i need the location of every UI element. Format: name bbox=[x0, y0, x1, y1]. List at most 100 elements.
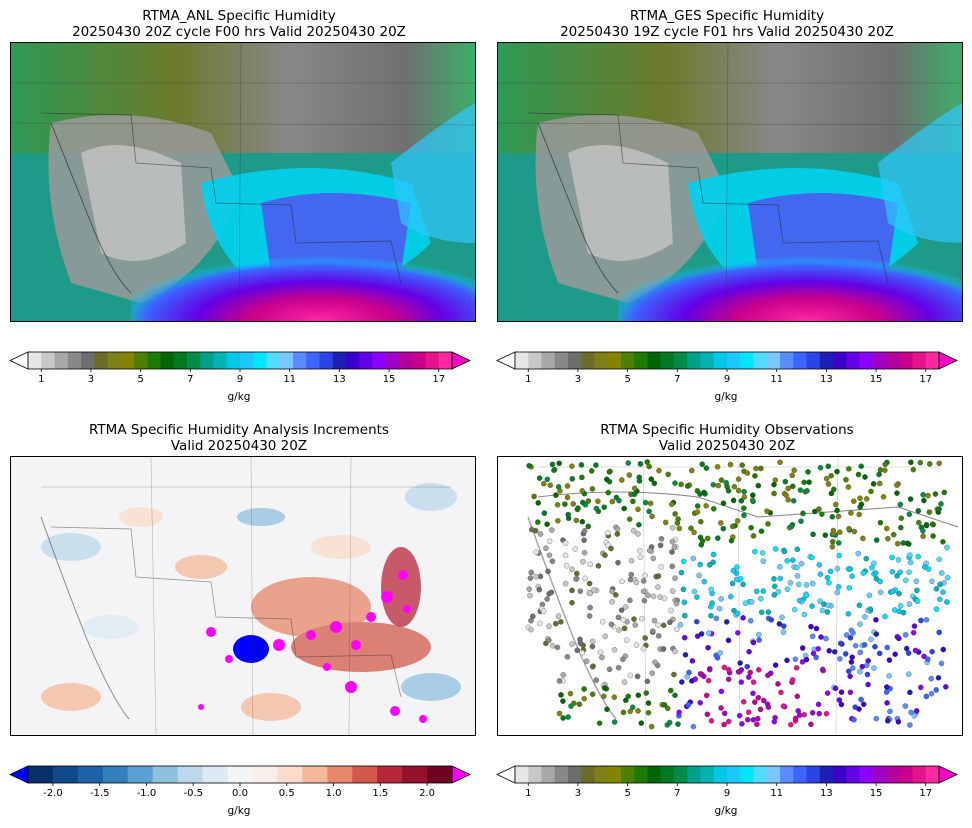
observation-dot bbox=[608, 621, 615, 628]
observation-dot bbox=[684, 673, 690, 680]
colorbar-4-swatch bbox=[581, 766, 595, 783]
observation-dot bbox=[735, 487, 742, 494]
observation-dot bbox=[895, 557, 902, 563]
observation-dot bbox=[913, 708, 920, 714]
observation-dot bbox=[885, 535, 891, 542]
observation-dot bbox=[789, 677, 796, 683]
observation-dot bbox=[757, 706, 764, 713]
observation-dot bbox=[907, 559, 914, 566]
colorbar-2-tick-label: 13 bbox=[820, 374, 833, 382]
observation-dot bbox=[792, 656, 799, 662]
observation-dot bbox=[894, 634, 901, 640]
observation-dot bbox=[851, 528, 858, 535]
observation-dot bbox=[910, 629, 917, 636]
observation-dot bbox=[944, 574, 951, 581]
colorbar-2-swatch bbox=[713, 352, 728, 369]
observation-dot bbox=[798, 518, 804, 524]
observation-dot bbox=[651, 617, 658, 624]
observation-dot bbox=[861, 642, 868, 648]
observation-dot bbox=[758, 595, 764, 602]
colorbar-1-swatch bbox=[41, 352, 55, 369]
observation-dot bbox=[792, 715, 799, 722]
colorbar-3-swatch bbox=[352, 766, 378, 783]
colorbar-2-swatch bbox=[806, 352, 821, 369]
observation-dot bbox=[549, 527, 555, 533]
observation-dot bbox=[623, 697, 629, 704]
observation-dot bbox=[790, 498, 797, 504]
observation-dot bbox=[755, 715, 761, 722]
observation-dot bbox=[737, 660, 743, 666]
observation-dot bbox=[824, 690, 831, 696]
colorbar-3-swatch bbox=[102, 766, 129, 783]
colorbar-2-low-arrow bbox=[496, 351, 516, 370]
observation-dot bbox=[713, 615, 720, 622]
observation-dot bbox=[579, 649, 585, 656]
observation-dot bbox=[882, 613, 888, 620]
colorbar-2-swatch bbox=[886, 352, 900, 369]
colorbar-4-swatch bbox=[833, 766, 847, 783]
colorbar-1-swatch bbox=[266, 352, 281, 369]
observation-dot bbox=[728, 593, 734, 600]
observation-dot bbox=[714, 464, 721, 470]
observation-dot bbox=[558, 692, 564, 698]
observation-dots bbox=[525, 459, 951, 730]
colorbar-2-swatch bbox=[793, 352, 807, 369]
observation-dot bbox=[898, 524, 904, 531]
observation-dot bbox=[626, 472, 633, 478]
observation-dot bbox=[933, 586, 940, 592]
observation-dot bbox=[664, 705, 671, 712]
observation-dot bbox=[920, 528, 926, 534]
colorbar-1-swatch bbox=[253, 352, 267, 369]
observation-dot bbox=[847, 689, 854, 696]
observation-dot bbox=[862, 474, 868, 480]
panel-2-colorbar-label: g/kg bbox=[714, 391, 738, 403]
observation-dot bbox=[562, 580, 569, 587]
observation-dot bbox=[632, 622, 639, 628]
observation-dot bbox=[621, 505, 627, 512]
colorbar-4-swatch bbox=[674, 766, 688, 783]
observation-dot bbox=[896, 608, 902, 615]
observation-dot bbox=[579, 518, 586, 525]
colorbar-2-tick-label: 5 bbox=[624, 374, 630, 382]
observation-dot bbox=[865, 658, 871, 664]
observation-dot bbox=[635, 506, 641, 513]
colorbar-1-swatch bbox=[319, 352, 334, 369]
colorbar-2-swatch bbox=[528, 352, 542, 369]
colorbar-4-swatch bbox=[607, 766, 622, 783]
colorbar-1-tick-label: 1 bbox=[38, 374, 44, 382]
colorbar-1-swatch bbox=[279, 352, 294, 369]
observation-dot bbox=[864, 671, 871, 678]
observation-dot bbox=[781, 548, 788, 555]
observation-dot bbox=[855, 471, 862, 478]
observation-dot bbox=[937, 596, 943, 603]
observation-dot bbox=[578, 462, 585, 468]
observation-dot bbox=[741, 512, 747, 519]
observation-dot bbox=[725, 718, 732, 725]
observation-dot bbox=[549, 461, 556, 468]
colorbar-2-swatch bbox=[872, 352, 887, 369]
observation-dot bbox=[562, 552, 569, 559]
observation-dot bbox=[944, 599, 950, 605]
observation-dot bbox=[870, 481, 877, 487]
observation-dot bbox=[529, 526, 535, 533]
colorbar-4-swatch bbox=[700, 766, 715, 783]
observation-dot bbox=[650, 593, 657, 600]
colorbar-2-tick-label: 9 bbox=[724, 374, 730, 382]
observation-dot bbox=[647, 500, 654, 507]
observation-dot bbox=[626, 516, 633, 522]
observation-dot bbox=[877, 578, 883, 585]
observation-dot bbox=[621, 679, 628, 685]
observation-dot bbox=[602, 552, 608, 558]
observation-dot bbox=[621, 625, 628, 632]
observation-dot bbox=[672, 648, 678, 655]
observation-dot bbox=[537, 531, 544, 537]
observation-dot bbox=[601, 685, 608, 691]
observation-dot bbox=[921, 653, 927, 660]
observation-dot bbox=[794, 564, 800, 571]
colorbar-2-swatch bbox=[700, 352, 715, 369]
colorbar-3-swatch bbox=[127, 766, 154, 783]
observation-dot bbox=[747, 618, 754, 624]
observation-dot bbox=[772, 546, 779, 552]
observation-dot bbox=[551, 466, 558, 473]
colorbar-2-swatch bbox=[727, 352, 741, 369]
